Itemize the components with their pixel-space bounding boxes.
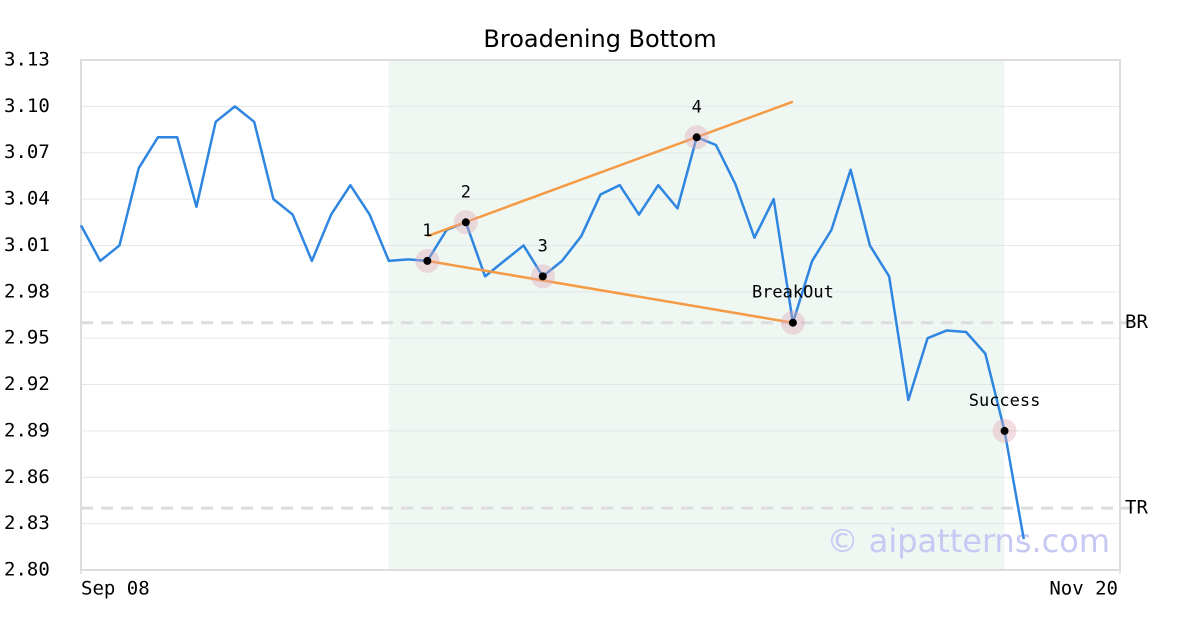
y-tick-label: 2.95	[4, 327, 50, 349]
y-tick-label: 3.10	[4, 95, 50, 117]
y-tick-label: 3.01	[4, 234, 50, 256]
pattern-region	[388, 60, 1005, 570]
y-tick-label: 3.07	[4, 141, 50, 163]
point-label: 2	[461, 182, 471, 202]
trend-line	[427, 259, 794, 324]
point-marker	[461, 218, 470, 227]
point-marker	[538, 272, 547, 281]
point-label: 4	[692, 97, 702, 117]
point-marker	[692, 133, 701, 142]
point-label: 3	[538, 236, 548, 256]
y-tick-label: 2.80	[4, 559, 50, 581]
point-marker	[788, 318, 797, 327]
watermark: © aipatterns.com	[827, 522, 1110, 560]
point-marker	[1000, 426, 1009, 435]
y-tick-label: 2.89	[4, 419, 50, 441]
point-label: Success	[969, 391, 1041, 411]
point-label: 1	[422, 221, 432, 241]
level-label: TR	[1125, 497, 1148, 519]
point-marker	[423, 256, 432, 265]
y-tick-label: 3.04	[4, 188, 50, 210]
x-tick-label: Nov 20	[1049, 578, 1118, 600]
plot-border	[80, 59, 1121, 571]
y-tick-label: 2.98	[4, 280, 50, 302]
chart-title: Broadening Bottom	[483, 25, 716, 53]
y-tick-label: 3.13	[4, 49, 50, 71]
y-tick-label: 2.92	[4, 373, 50, 395]
trend-line	[426, 100, 794, 238]
point-label: BreakOut	[752, 283, 834, 303]
y-tick-label: 2.86	[4, 466, 50, 488]
x-tick-label: Sep 08	[81, 578, 150, 600]
level-label: BR	[1125, 311, 1148, 333]
price-line	[79, 105, 1026, 540]
y-tick-label: 2.83	[4, 512, 50, 534]
